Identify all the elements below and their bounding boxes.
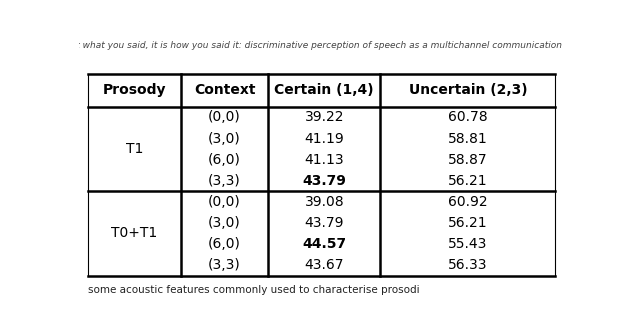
Text: 60.92: 60.92	[448, 195, 488, 209]
Text: 56.21: 56.21	[448, 174, 488, 188]
Text: 55.43: 55.43	[448, 237, 487, 251]
Text: 43.67: 43.67	[305, 258, 344, 272]
Text: (0,0): (0,0)	[208, 195, 241, 209]
Text: 56.33: 56.33	[448, 258, 487, 272]
Text: 60.78: 60.78	[448, 111, 488, 125]
Text: 39.08: 39.08	[305, 195, 344, 209]
Text: 43.79: 43.79	[302, 174, 346, 188]
Text: (3,0): (3,0)	[208, 132, 241, 146]
Text: (0,0): (0,0)	[208, 111, 241, 125]
Text: 39.22: 39.22	[305, 111, 344, 125]
Text: T0+T1: T0+T1	[111, 226, 158, 240]
Text: (6,0): (6,0)	[208, 153, 241, 167]
Text: T1: T1	[126, 142, 143, 156]
Text: Context: Context	[194, 83, 255, 97]
Text: 58.87: 58.87	[448, 153, 488, 167]
Text: some acoustic features commonly used to characterise prosodi: some acoustic features commonly used to …	[88, 285, 420, 295]
Text: Uncertain (2,3): Uncertain (2,3)	[409, 83, 527, 97]
Text: (3,3): (3,3)	[208, 174, 241, 188]
Text: 41.19: 41.19	[305, 132, 344, 146]
Text: 43.79: 43.79	[305, 216, 344, 230]
Text: it is not what you said, it is how you said it: discriminative perception of spe: it is not what you said, it is how you s…	[46, 41, 598, 50]
Text: 44.57: 44.57	[302, 237, 347, 251]
Text: Certain (1,4): Certain (1,4)	[274, 83, 374, 97]
Text: 41.13: 41.13	[305, 153, 344, 167]
Text: (3,3): (3,3)	[208, 258, 241, 272]
Text: 56.21: 56.21	[448, 216, 488, 230]
Text: (3,0): (3,0)	[208, 216, 241, 230]
Text: 58.81: 58.81	[448, 132, 488, 146]
Text: (6,0): (6,0)	[208, 237, 241, 251]
Text: Prosody: Prosody	[103, 83, 166, 97]
